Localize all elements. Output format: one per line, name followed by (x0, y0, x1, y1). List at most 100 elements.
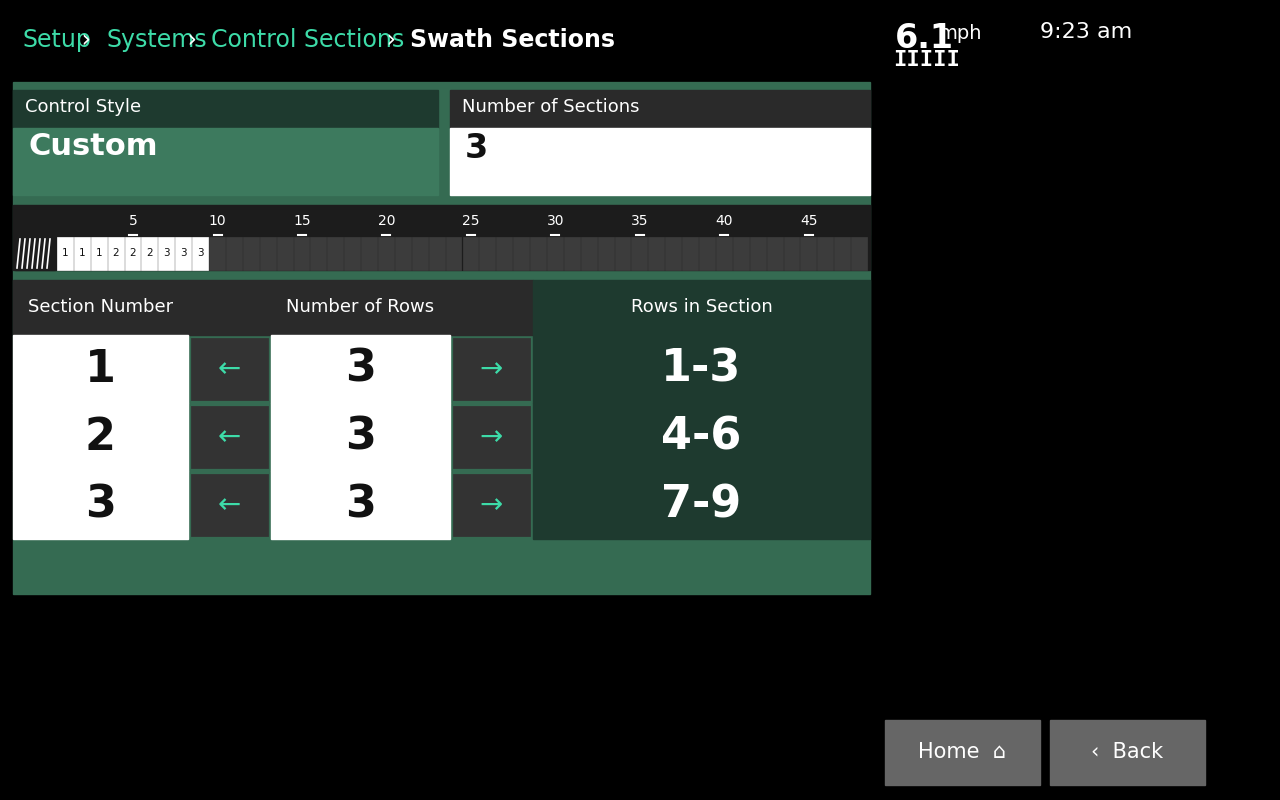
Bar (451, 90, 870, 128)
Bar (682, 237, 698, 270)
Bar (13, 471, 188, 539)
Bar (328, 237, 343, 270)
Bar (243, 237, 259, 270)
Text: Home  ⌂: Home ⌂ (919, 742, 1006, 762)
Bar (767, 237, 782, 270)
Text: 6.1: 6.1 (895, 22, 954, 55)
Bar (260, 237, 275, 270)
Text: mph: mph (938, 24, 982, 43)
Text: 1-3: 1-3 (662, 347, 741, 390)
Bar (108, 237, 124, 270)
Text: 1: 1 (84, 347, 116, 390)
Text: 3: 3 (346, 415, 376, 458)
Text: 3: 3 (346, 483, 376, 526)
Bar (13, 90, 438, 128)
Bar (142, 237, 157, 270)
Bar (532, 280, 870, 335)
Text: Swath Sections: Swath Sections (411, 28, 616, 52)
Bar (192, 237, 209, 270)
Bar (175, 237, 191, 270)
Bar (74, 237, 90, 270)
Text: ←: ← (218, 491, 241, 519)
Text: →: → (480, 423, 503, 451)
Bar (361, 237, 378, 270)
Bar (480, 237, 495, 270)
Bar (733, 237, 749, 270)
Text: Control Style: Control Style (26, 98, 141, 116)
Text: Custom: Custom (28, 132, 157, 161)
Bar (293, 237, 310, 270)
Text: ›: › (74, 28, 99, 52)
Bar (649, 237, 664, 270)
Bar (192, 475, 268, 535)
Text: Setup: Setup (22, 28, 91, 52)
Text: 7-9: 7-9 (662, 483, 741, 526)
Bar (209, 237, 225, 270)
Text: 40: 40 (716, 214, 733, 228)
Bar (716, 237, 732, 270)
Bar (13, 82, 870, 594)
Bar (1050, 720, 1204, 785)
Bar (532, 471, 870, 539)
Text: ›: › (379, 28, 403, 52)
Bar (13, 207, 870, 235)
Bar (532, 335, 870, 403)
Bar (192, 407, 268, 467)
Bar (513, 237, 529, 270)
Bar (13, 335, 188, 403)
Bar (396, 237, 411, 270)
Text: ←: ← (218, 355, 241, 383)
Bar (532, 403, 870, 471)
Bar (159, 237, 174, 270)
Bar (497, 237, 512, 270)
Bar (13, 403, 188, 471)
Bar (429, 237, 444, 270)
Text: 2: 2 (84, 415, 116, 458)
Bar (462, 237, 479, 270)
Text: 1: 1 (61, 249, 68, 258)
Text: 1: 1 (96, 249, 102, 258)
Bar (344, 237, 360, 270)
Bar (530, 237, 547, 270)
Text: 3: 3 (180, 249, 187, 258)
Bar (271, 471, 451, 539)
Bar (818, 237, 833, 270)
Bar (227, 237, 242, 270)
Bar (454, 475, 529, 535)
Text: 45: 45 (800, 214, 818, 228)
Bar (835, 237, 850, 270)
Text: Rows in Section: Rows in Section (631, 298, 772, 317)
Text: →: → (480, 355, 503, 383)
Bar (188, 280, 532, 335)
Bar (800, 237, 817, 270)
Text: ›: › (179, 28, 204, 52)
Text: 3: 3 (465, 132, 488, 165)
Bar (0, 0, 1280, 80)
Bar (91, 237, 106, 270)
Text: 1: 1 (78, 249, 86, 258)
Text: 35: 35 (631, 214, 649, 228)
Text: 3: 3 (346, 347, 376, 390)
Bar (547, 237, 563, 270)
Text: ←: ← (218, 423, 241, 451)
Bar (271, 403, 451, 471)
Bar (581, 237, 596, 270)
Text: 25: 25 (462, 214, 480, 228)
Text: IIIII: IIIII (893, 50, 960, 70)
Bar (13, 128, 438, 195)
Text: 2: 2 (113, 249, 119, 258)
Text: 9:23 am: 9:23 am (1039, 22, 1133, 42)
Bar (124, 237, 141, 270)
Text: 4-6: 4-6 (662, 415, 741, 458)
Bar (271, 335, 451, 403)
Bar (631, 237, 648, 270)
Text: ‹  Back: ‹ Back (1092, 742, 1164, 762)
Text: →: → (480, 491, 503, 519)
Text: 3: 3 (163, 249, 170, 258)
Text: 30: 30 (547, 214, 564, 228)
Text: Number of Rows: Number of Rows (287, 298, 435, 317)
Text: 3: 3 (197, 249, 204, 258)
Bar (412, 237, 428, 270)
Bar (192, 339, 268, 399)
Bar (58, 237, 73, 270)
